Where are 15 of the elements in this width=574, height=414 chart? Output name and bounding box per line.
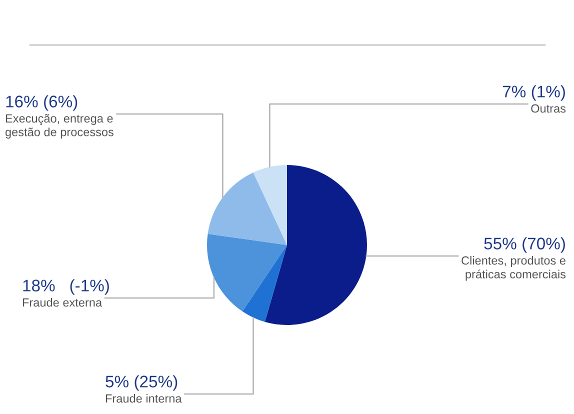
- pie-slice: [264, 165, 367, 325]
- pie-slice: [207, 234, 287, 312]
- data-label: 18% (-1%): [23, 279, 109, 295]
- pie-slice: [208, 172, 287, 245]
- pie-slice: [242, 245, 287, 322]
- data-label: 5% (25%): [106, 375, 178, 391]
- slice-label: Fraude externa: [22, 298, 102, 307]
- data-label: 16% (6%): [6, 95, 78, 111]
- data-label: 55% (70%): [484, 237, 565, 253]
- slice-label: Fraude interna: [106, 394, 182, 403]
- slice-label: Execução, entrega e gestão de processos: [5, 114, 114, 139]
- slice-label: Clientes, produtos e práticas comerciais: [462, 256, 566, 281]
- slice-label: Outras: [531, 104, 566, 113]
- data-label: 7% (1%): [502, 85, 565, 101]
- pie-slice: [253, 165, 287, 245]
